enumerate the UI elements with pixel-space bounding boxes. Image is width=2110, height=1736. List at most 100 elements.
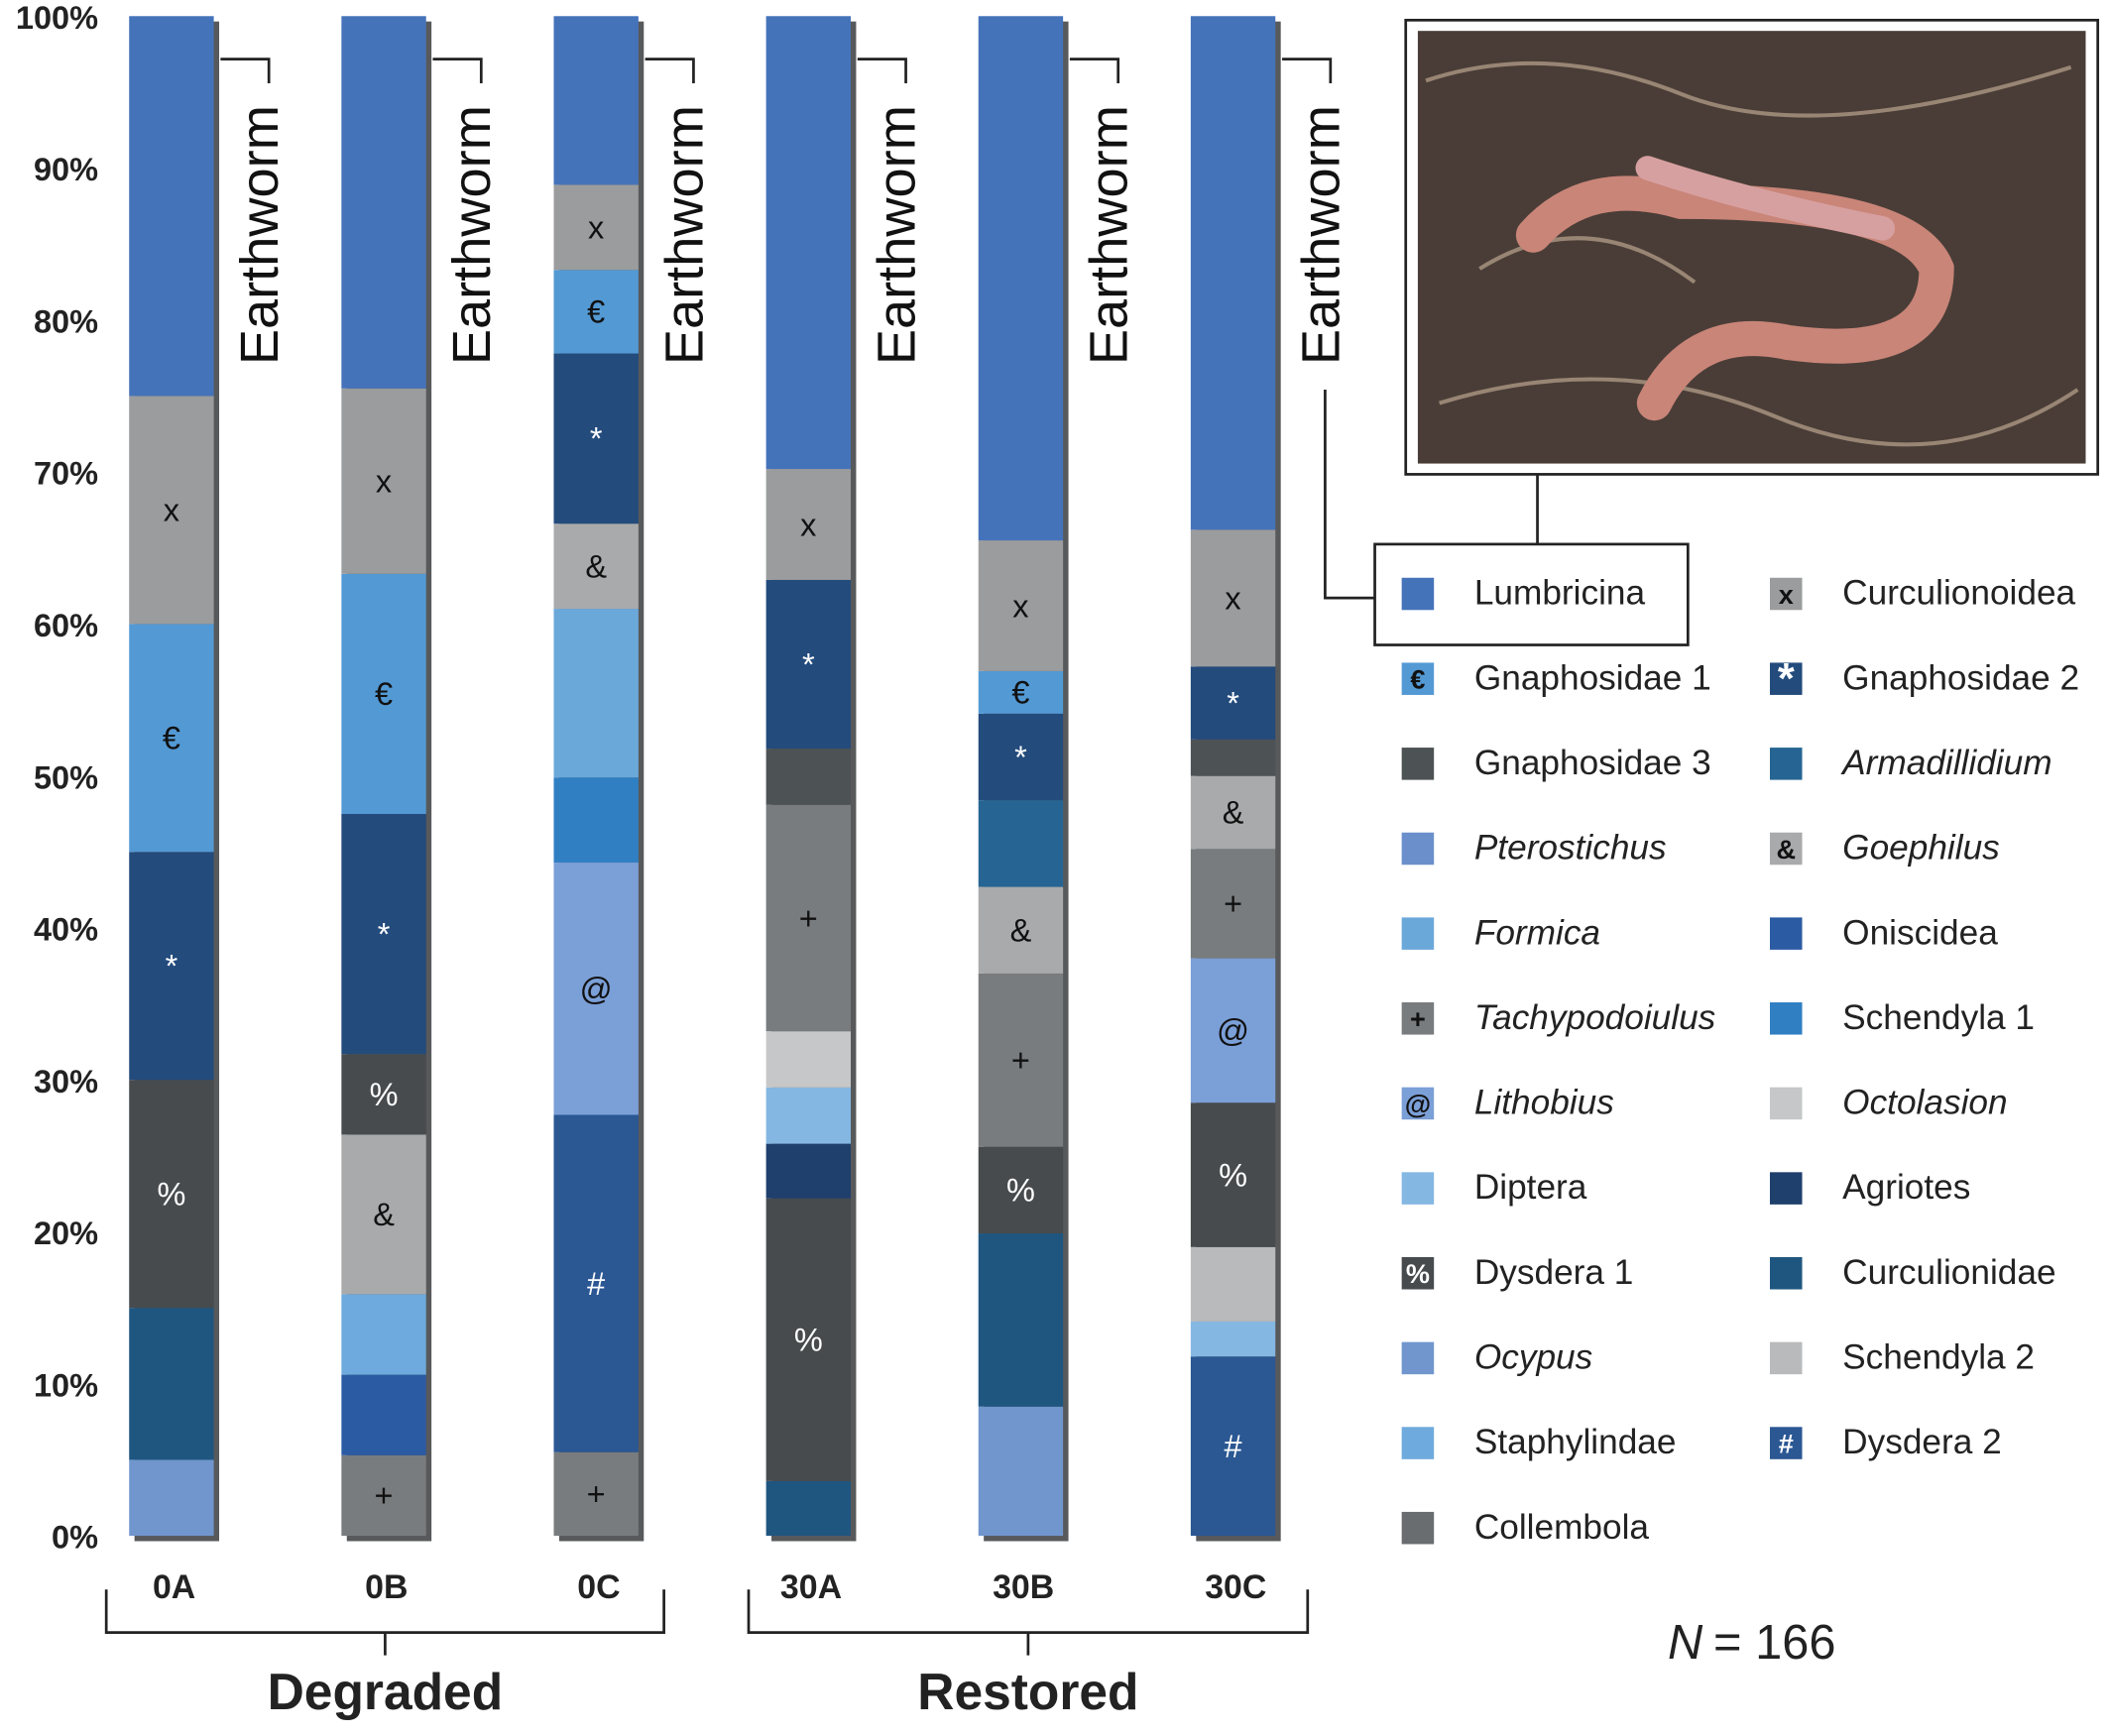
bar-segment bbox=[1190, 739, 1276, 776]
legend-item: % Dysdera 1 bbox=[1401, 1253, 1634, 1292]
bar-label: 0A bbox=[153, 1568, 195, 1606]
bracket-label: Earthworm bbox=[1292, 105, 1351, 365]
legend-item: x Curculionoidea bbox=[1770, 574, 2076, 613]
bar-segment bbox=[1190, 849, 1276, 959]
bar-segment bbox=[1190, 529, 1276, 667]
legend-label: Schendyla 2 bbox=[1842, 1338, 2035, 1377]
bar-segment bbox=[765, 1480, 851, 1537]
legend-symbol: x bbox=[1779, 579, 1794, 610]
legend-swatch bbox=[1401, 1511, 1435, 1545]
bar-segment bbox=[129, 1459, 214, 1537]
y-tick-label: 90% bbox=[34, 152, 98, 187]
segment-symbol: x bbox=[1012, 588, 1028, 624]
bar-segment bbox=[341, 1454, 426, 1537]
bar-segment bbox=[341, 1374, 426, 1455]
segment-symbol: + bbox=[799, 900, 818, 936]
segment-symbol: + bbox=[1011, 1043, 1030, 1079]
bar-segment bbox=[553, 1114, 639, 1452]
segment-symbol: % bbox=[1006, 1173, 1035, 1209]
bar-segment bbox=[978, 886, 1064, 974]
segment-symbol: x bbox=[376, 464, 392, 500]
bar-segment bbox=[978, 670, 1064, 714]
legend-item: Gnaphosidae 3 bbox=[1401, 744, 1711, 782]
legend-swatch bbox=[1770, 577, 1803, 611]
legend-item: Formica bbox=[1401, 913, 1600, 952]
segment-symbol: @ bbox=[580, 972, 613, 1007]
legend-label: Curculionidae bbox=[1842, 1253, 2055, 1292]
legend-symbol: * bbox=[1778, 655, 1795, 703]
legend-label: Tachypodoiulus bbox=[1474, 998, 1715, 1037]
legend-item: Staphylindae bbox=[1401, 1423, 1676, 1461]
bar-segment bbox=[1190, 1246, 1276, 1322]
segment-symbol: # bbox=[1225, 1429, 1242, 1464]
legend-item: # Dysdera 2 bbox=[1770, 1423, 2002, 1461]
segment-symbol: % bbox=[1219, 1157, 1247, 1193]
segment-symbol: + bbox=[1224, 886, 1242, 922]
legend-label: Gnaphosidae 2 bbox=[1842, 658, 2079, 697]
segment-symbol: % bbox=[794, 1323, 823, 1358]
legend-item: Schendyla 2 bbox=[1770, 1338, 2035, 1377]
segment-symbol: & bbox=[585, 548, 607, 584]
segment-symbol: # bbox=[587, 1266, 605, 1302]
bar-label: 30C bbox=[1205, 1568, 1266, 1606]
legend-swatch bbox=[1770, 1341, 1803, 1375]
segment-symbol: % bbox=[370, 1077, 399, 1112]
legend-swatch bbox=[1401, 1256, 1435, 1290]
legend-label: Pterostichus bbox=[1474, 829, 1667, 868]
legend-item: Ocypus bbox=[1401, 1338, 1592, 1377]
segment-symbol: * bbox=[802, 646, 815, 682]
n-symbol: N bbox=[1668, 1616, 1703, 1670]
legend-label: Gnaphosidae 3 bbox=[1474, 744, 1711, 782]
legend-swatch bbox=[1401, 917, 1435, 950]
bar-label: 30B bbox=[993, 1568, 1054, 1606]
bar-segment bbox=[553, 1451, 639, 1537]
bar-segment bbox=[129, 1308, 214, 1460]
bar-segment bbox=[129, 1080, 214, 1309]
segment-symbol: € bbox=[375, 676, 393, 712]
segment-symbol: * bbox=[1014, 740, 1027, 775]
legend-item: Lumbricina bbox=[1401, 574, 1646, 613]
legend-item: + Tachypodoiulus bbox=[1401, 998, 1715, 1037]
legend-symbol: @ bbox=[1405, 1089, 1431, 1119]
legend-swatch bbox=[1401, 662, 1435, 695]
bracket bbox=[645, 58, 695, 84]
segment-symbol: & bbox=[373, 1197, 395, 1232]
bracket-label: Earthworm bbox=[230, 105, 290, 365]
bracket-label: Earthworm bbox=[654, 105, 714, 365]
bar-segment bbox=[1190, 1356, 1276, 1537]
bar-segment bbox=[1190, 958, 1276, 1103]
bar-label: 0B bbox=[365, 1568, 408, 1606]
bar-segment bbox=[341, 388, 426, 574]
segment-symbol: % bbox=[157, 1176, 185, 1212]
bar-segment bbox=[553, 863, 639, 1115]
legend-swatch bbox=[1770, 917, 1803, 950]
segment-symbol: x bbox=[164, 493, 179, 528]
legend-label: Armadillidium bbox=[1840, 744, 2051, 782]
group-label: Restored bbox=[917, 1663, 1138, 1720]
bar-segment bbox=[1190, 16, 1276, 530]
bar-segment bbox=[553, 184, 639, 271]
legend-item: @ Lithobius bbox=[1401, 1084, 1614, 1122]
y-tick-label: 70% bbox=[34, 456, 98, 492]
legend-swatch bbox=[1770, 832, 1803, 866]
bracket bbox=[1282, 58, 1333, 84]
legend-label: Lumbricina bbox=[1474, 574, 1646, 613]
bar-label: 30A bbox=[780, 1568, 842, 1606]
bar-segment bbox=[978, 16, 1064, 541]
bracket bbox=[857, 58, 907, 84]
legend-swatch bbox=[1770, 1427, 1803, 1459]
legend-label: Dysdera 1 bbox=[1474, 1253, 1634, 1292]
bar-segment bbox=[765, 469, 851, 580]
segment-symbol: x bbox=[1225, 581, 1240, 617]
legend-label: Lithobius bbox=[1474, 1084, 1614, 1122]
legend-symbol: & bbox=[1776, 834, 1796, 865]
legend-item: Octolasion bbox=[1770, 1084, 2008, 1122]
bar-segment bbox=[765, 749, 851, 805]
legend-label: Goephilus bbox=[1842, 829, 2000, 868]
segment-symbol: € bbox=[163, 721, 180, 756]
bar-segment bbox=[553, 16, 639, 185]
legend-symbol: # bbox=[1779, 1428, 1794, 1458]
bar-stack: % * € x bbox=[129, 16, 220, 1542]
bar-segment bbox=[765, 1031, 851, 1088]
